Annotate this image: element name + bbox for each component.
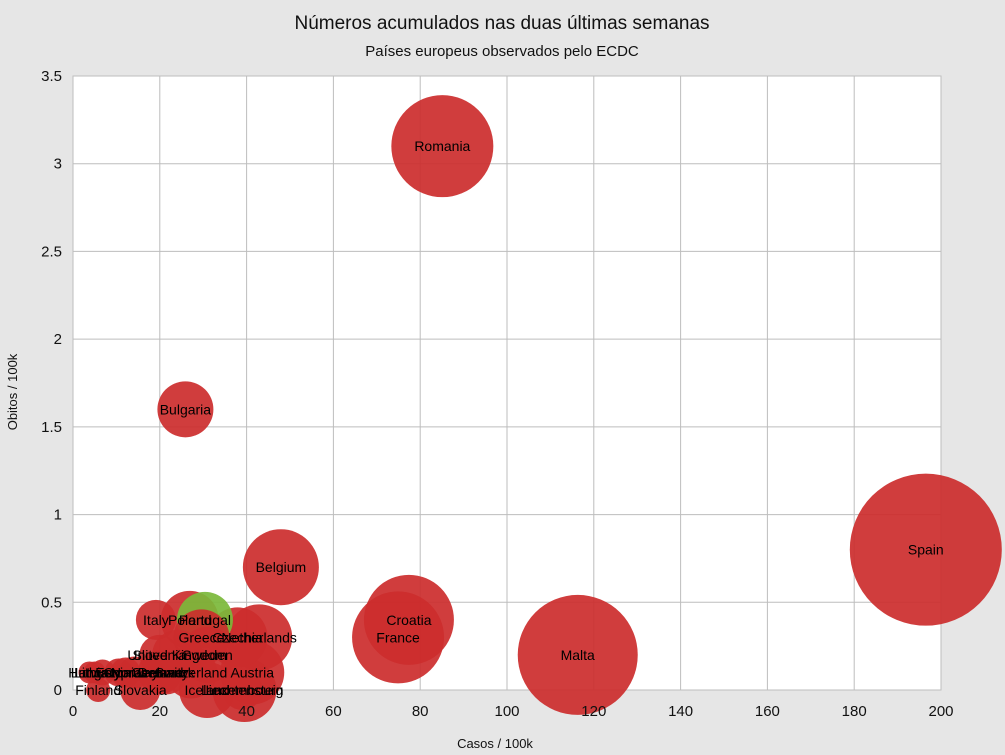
x-tick-label: 140: [668, 703, 693, 720]
x-tick-label: 0: [69, 703, 77, 720]
bubble: [517, 594, 638, 715]
bubble-label: Hungary: [68, 664, 121, 680]
x-tick-label: 160: [755, 703, 780, 720]
y-tick-label: 1: [54, 507, 62, 524]
bubble-label: Lithuania: [74, 664, 131, 680]
y-tick-label: 3: [54, 156, 62, 173]
x-axis-label: Casos / 100k: [457, 736, 533, 751]
bubble-label: Norway: [111, 664, 158, 680]
bubble-label: Luxembourg: [206, 682, 284, 698]
bubble-label: Liechtenstein: [201, 682, 284, 698]
bubble-label: Cyprus: [103, 664, 147, 680]
chart-title: Números acumulados nas duas últimas sema…: [294, 13, 709, 34]
x-tick-label: 100: [494, 703, 519, 720]
chart-subtitle: Países europeus observados pelo ECDC: [365, 43, 639, 60]
bubble-label: Germany: [131, 664, 189, 680]
bubble: [135, 599, 176, 640]
bubble: [78, 661, 101, 684]
bubble-label: Romania: [414, 138, 470, 154]
bubble-label: Switzerland: [155, 664, 227, 680]
bubble: [222, 670, 263, 710]
bubble: [157, 381, 214, 438]
bubble-label: Finland: [75, 682, 121, 698]
bubble-label: Slovenia: [133, 647, 187, 663]
bubble-label: Sweden: [182, 647, 233, 663]
y-tick-label: 2: [54, 331, 62, 348]
bubble-label: Netherlands: [221, 629, 297, 645]
y-tick-label: 1.5: [41, 419, 62, 436]
bubble-label: Spain: [908, 542, 944, 558]
bubble-label: Belgium: [256, 559, 307, 575]
x-tick-label: 80: [412, 703, 429, 720]
x-tick-label: 20: [151, 703, 168, 720]
bubble-label: France: [376, 629, 420, 645]
y-tick-label: 0: [54, 682, 62, 699]
bubble: [363, 574, 454, 665]
y-tick-label: 0.5: [41, 594, 62, 611]
bubble-label: Czechia: [212, 629, 263, 645]
y-tick-label: 2.5: [41, 243, 62, 260]
bubble-label: Latvia: [71, 664, 109, 680]
bubble-label: Italy: [143, 612, 169, 628]
x-tick-label: 60: [325, 703, 342, 720]
bubble-label: Slovakia: [114, 682, 167, 698]
x-tick-label: 180: [842, 703, 867, 720]
bubble-label: Bulgaria: [160, 401, 212, 417]
bubble-label: Greece: [179, 629, 225, 645]
bubble-label: Portugal: [179, 612, 231, 628]
bubble-label: Poland: [168, 612, 212, 628]
bubble-label: Malta: [561, 647, 595, 663]
bubble: [849, 473, 1002, 626]
bubble-label: Denmark: [138, 664, 196, 680]
y-axis-label: Obitos / 100k: [5, 353, 20, 430]
y-tick-label: 3.5: [41, 68, 62, 85]
bubble-label: Austria: [230, 664, 274, 680]
bubble: [86, 678, 111, 702]
gridlines: [72, 75, 942, 691]
y-axis-ticks: 0 0.5 1 1.5 2 2.5 3 3.5: [41, 68, 62, 699]
bubble-label: Ireland: [141, 664, 184, 680]
bubble-label: Iceland: [185, 682, 230, 698]
bubble: [391, 95, 494, 198]
bubble-label: Estonia: [95, 664, 142, 680]
x-tick-label: 40: [238, 703, 255, 720]
x-axis-ticks: 0 20 40 60 80 100 120 140 160 180 200: [69, 703, 954, 720]
bubble-label: Croatia: [386, 612, 431, 628]
bubble-label: United Kingdom: [127, 647, 227, 663]
bubble-series: [78, 95, 1002, 722]
bubble: [242, 529, 319, 606]
x-tick-label: 120: [581, 703, 606, 720]
x-tick-label: 200: [928, 703, 953, 720]
